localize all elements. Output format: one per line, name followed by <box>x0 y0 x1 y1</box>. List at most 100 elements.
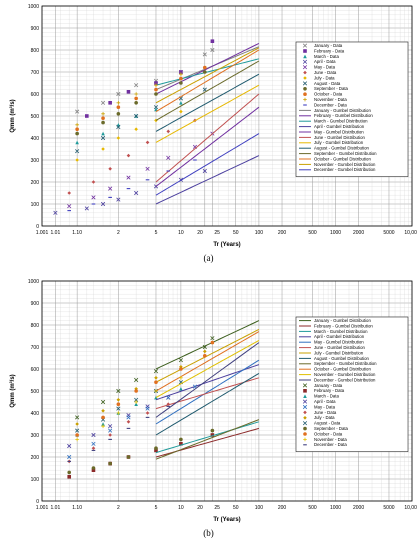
legend-entry: September - Data <box>314 426 349 431</box>
x-tick-label: 2000 <box>353 505 364 511</box>
legend-entry: June - Data <box>314 410 337 415</box>
data-point <box>116 406 121 411</box>
data-point <box>210 340 215 345</box>
legend-entry: March - Data <box>314 54 339 59</box>
gumbel-distribution-line <box>155 133 260 196</box>
legend-entry: August - Data <box>314 81 341 86</box>
data-point <box>101 116 105 120</box>
x-tick-label: 20 <box>197 230 203 236</box>
data-point <box>67 191 72 195</box>
legend-marker <box>303 54 307 59</box>
y-tick-label: 200 <box>31 455 40 461</box>
data-point <box>116 105 121 109</box>
x-axis-label: Tr (Years) <box>213 517 240 523</box>
gumbel-distribution-line <box>155 421 260 454</box>
data-point <box>154 92 158 96</box>
y-tick-label: 800 <box>31 48 40 54</box>
legend-entry: August - Data <box>314 421 341 426</box>
data-point <box>145 140 150 145</box>
data-point <box>179 442 183 446</box>
legend-marker <box>302 421 308 426</box>
data-point <box>101 112 105 116</box>
data-point <box>166 155 171 160</box>
x-tick-label: 500 <box>308 230 317 236</box>
data-point <box>53 210 58 215</box>
data-point <box>154 448 158 453</box>
data-point <box>134 377 139 383</box>
legend-entry: December - Gumbel Distribution <box>314 377 376 382</box>
data-point <box>145 411 150 415</box>
data-point <box>179 109 183 114</box>
data-point <box>210 433 215 437</box>
data-point <box>179 376 183 380</box>
y-tick-label: 0 <box>36 499 39 505</box>
plot-frame-b <box>41 280 413 502</box>
legend-entry: May - Gumbel Distribution <box>314 340 364 345</box>
data-point <box>116 136 121 140</box>
x-tick-label: 100 <box>255 505 264 511</box>
data-point <box>116 91 121 97</box>
y-tick-label: 1000 <box>28 279 39 285</box>
data-point <box>202 87 207 92</box>
gumbel-distribution-line <box>155 58 260 86</box>
caption-a: (a) <box>203 253 214 263</box>
legend-marker <box>303 70 307 75</box>
chart-svg-b: 0 100 200 300 400 500 600 700 800 900 1000 1.001 1.0… <box>9 279 417 523</box>
legend-marker <box>302 404 308 410</box>
data-point <box>179 367 183 371</box>
data-point <box>67 204 72 209</box>
y-tick-label: 400 <box>31 136 40 142</box>
data-point <box>75 127 79 131</box>
x-tick-label: 5000 <box>383 505 394 511</box>
legend-entry: January - Gumbel Distribution <box>314 318 371 323</box>
x-tick-label: 1.001 <box>36 230 49 236</box>
data-point <box>210 428 215 433</box>
data-point <box>203 65 207 70</box>
data-point <box>116 388 121 394</box>
legend-entry: March - Data <box>314 394 339 399</box>
data-point <box>134 400 138 404</box>
legend-marker <box>303 97 307 102</box>
legend-entry: July - Data <box>314 75 335 80</box>
gumbel-distribution-line <box>155 60 260 121</box>
legend-marker <box>303 389 307 393</box>
data-point <box>100 201 106 207</box>
x-tick-label: 2 <box>117 505 120 511</box>
legend-entry: August - Gumbel Distribution <box>314 146 370 151</box>
y-tick-label: 700 <box>31 345 40 351</box>
data-point <box>134 83 139 88</box>
x-tick-label: 2000 <box>353 230 364 236</box>
gumbel-distribution-line <box>155 331 260 392</box>
data-point <box>91 432 96 438</box>
chart-panel-b: 0 100 200 300 400 500 600 700 800 900 1000 1.001 1.0… <box>0 275 417 550</box>
x-tick-label: 1.01 <box>51 505 61 511</box>
gumbel-distribution-line <box>155 339 260 399</box>
gumbel-distribution-line <box>155 359 260 425</box>
gumbel-distribution-line <box>155 47 260 104</box>
data-point <box>116 101 121 105</box>
x-tick-label: 1000 <box>330 505 341 511</box>
gumbel-distribution-line <box>155 377 260 410</box>
legend-marker <box>303 416 307 420</box>
data-point <box>153 105 159 110</box>
data-point <box>108 433 112 437</box>
data-point <box>75 428 80 433</box>
legend-marker <box>302 81 308 86</box>
data-point <box>75 140 79 145</box>
gumbel-distribution-line <box>155 106 260 187</box>
legend-entry: December - Data <box>314 102 347 107</box>
y-tick-label: 300 <box>31 433 40 439</box>
x-tick-label: 1.10 <box>72 505 82 511</box>
chart-panel-a: 0 100 200 300 400 500 600 700 800 900 1000 1.001 1.0… <box>9 4 417 263</box>
data-point <box>75 422 79 426</box>
data-point <box>134 96 138 101</box>
caption-b: (b) <box>203 528 214 538</box>
x-tick-label: 5 <box>155 505 158 511</box>
legend-marker <box>302 383 308 388</box>
gumbel-distribution-line <box>155 320 260 370</box>
data-point <box>75 149 80 154</box>
legend-entry: December - Data <box>314 442 347 447</box>
data-point <box>154 389 158 393</box>
data-point <box>203 70 207 74</box>
